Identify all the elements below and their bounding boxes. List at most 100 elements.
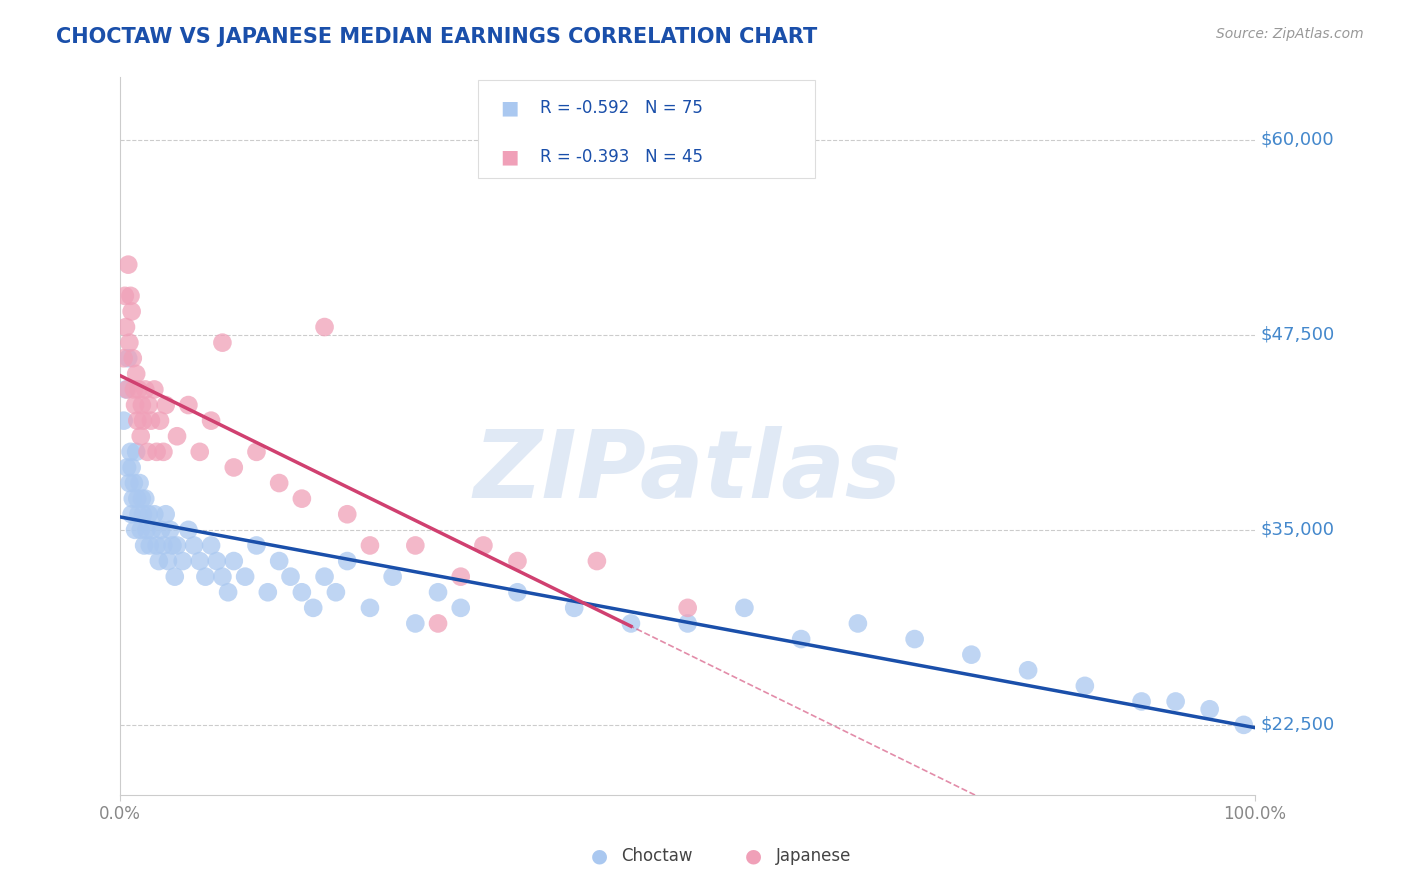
Point bbox=[188, 445, 211, 459]
Point bbox=[149, 414, 172, 428]
Text: $60,000: $60,000 bbox=[1261, 131, 1334, 149]
Point bbox=[152, 538, 174, 552]
Point bbox=[562, 600, 585, 615]
Point bbox=[117, 258, 139, 272]
Point bbox=[141, 523, 163, 537]
Point bbox=[1017, 663, 1039, 677]
Point bbox=[172, 554, 194, 568]
Point bbox=[115, 460, 138, 475]
Text: Choctaw: Choctaw bbox=[621, 847, 693, 865]
Text: R = -0.592   N = 75: R = -0.592 N = 75 bbox=[540, 99, 703, 117]
Point bbox=[121, 508, 143, 522]
Point bbox=[115, 383, 138, 397]
Point bbox=[211, 569, 233, 583]
Point bbox=[128, 476, 150, 491]
Point bbox=[166, 429, 188, 443]
Point bbox=[188, 554, 211, 568]
Point bbox=[427, 616, 450, 631]
Point bbox=[450, 600, 472, 615]
Point bbox=[125, 445, 148, 459]
Point bbox=[790, 632, 813, 646]
Point bbox=[139, 414, 162, 428]
Point bbox=[115, 320, 138, 334]
Text: Source: ZipAtlas.com: Source: ZipAtlas.com bbox=[1216, 27, 1364, 41]
Point bbox=[676, 616, 699, 631]
Point bbox=[118, 335, 141, 350]
Point bbox=[129, 523, 152, 537]
Point bbox=[194, 569, 217, 583]
Point bbox=[148, 554, 170, 568]
Point bbox=[676, 600, 699, 615]
Text: CHOCTAW VS JAPANESE MEDIAN EARNINGS CORRELATION CHART: CHOCTAW VS JAPANESE MEDIAN EARNINGS CORR… bbox=[56, 27, 817, 46]
Text: ●: ● bbox=[591, 847, 607, 865]
Point bbox=[211, 335, 233, 350]
Text: ●: ● bbox=[745, 847, 762, 865]
Point bbox=[162, 538, 184, 552]
Point bbox=[145, 538, 167, 552]
Point bbox=[336, 508, 359, 522]
Point bbox=[177, 398, 200, 412]
Point bbox=[127, 508, 149, 522]
Point bbox=[131, 398, 153, 412]
Point bbox=[120, 289, 142, 303]
Point bbox=[472, 538, 495, 552]
Point bbox=[325, 585, 347, 599]
Point bbox=[1164, 694, 1187, 708]
Point bbox=[122, 383, 145, 397]
Text: ■: ■ bbox=[501, 98, 519, 117]
Point bbox=[381, 569, 404, 583]
Point bbox=[280, 569, 302, 583]
Point bbox=[233, 569, 256, 583]
Point bbox=[200, 538, 222, 552]
Point bbox=[620, 616, 643, 631]
Point bbox=[150, 523, 173, 537]
Point bbox=[134, 383, 156, 397]
Point bbox=[121, 304, 143, 318]
Point bbox=[269, 476, 291, 491]
Point bbox=[183, 538, 205, 552]
Point bbox=[117, 351, 139, 366]
Point bbox=[336, 554, 359, 568]
Point bbox=[124, 398, 146, 412]
Point bbox=[132, 414, 155, 428]
Point bbox=[1074, 679, 1097, 693]
Point bbox=[404, 616, 426, 631]
Point bbox=[450, 569, 472, 583]
Point bbox=[121, 351, 143, 366]
Point bbox=[222, 460, 245, 475]
Text: $35,000: $35,000 bbox=[1261, 521, 1334, 539]
Point bbox=[256, 585, 278, 599]
Point bbox=[138, 508, 160, 522]
Text: $22,500: $22,500 bbox=[1261, 716, 1334, 734]
Point bbox=[125, 367, 148, 381]
Point bbox=[904, 632, 927, 646]
Point bbox=[314, 569, 336, 583]
Point bbox=[166, 538, 188, 552]
Point bbox=[131, 491, 153, 506]
Point bbox=[127, 491, 149, 506]
Point bbox=[245, 538, 267, 552]
Point bbox=[124, 523, 146, 537]
Point bbox=[302, 600, 325, 615]
Point bbox=[200, 414, 222, 428]
Point bbox=[359, 538, 381, 552]
Point bbox=[177, 523, 200, 537]
Point bbox=[135, 523, 157, 537]
Point bbox=[129, 429, 152, 443]
Point bbox=[291, 491, 314, 506]
Point bbox=[506, 554, 529, 568]
Point bbox=[139, 538, 162, 552]
Point bbox=[506, 585, 529, 599]
Point bbox=[156, 554, 179, 568]
Point bbox=[114, 289, 136, 303]
Point bbox=[112, 414, 135, 428]
Point bbox=[132, 508, 155, 522]
Point bbox=[1198, 702, 1220, 716]
Point bbox=[115, 383, 138, 397]
Point bbox=[122, 476, 145, 491]
Text: ■: ■ bbox=[501, 147, 519, 166]
Point bbox=[269, 554, 291, 568]
Point bbox=[1233, 718, 1256, 732]
Point bbox=[152, 445, 174, 459]
Point bbox=[222, 554, 245, 568]
